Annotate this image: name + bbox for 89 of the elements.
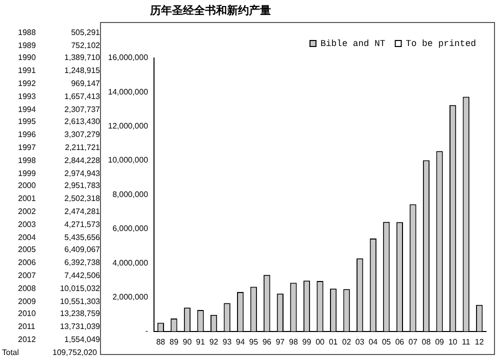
text: 1,554,049 — [64, 335, 100, 344]
text: 13,731,039 — [60, 322, 100, 332]
text: 2006 — [17, 258, 37, 268]
text: 2002 — [17, 207, 37, 216]
x-tick-label: 11 — [462, 337, 471, 346]
x-tick-label: 98 — [289, 337, 298, 346]
y-tick-label: 8,000,000 — [112, 190, 149, 199]
text: 969,147 — [71, 79, 100, 88]
text: 1988 — [17, 28, 37, 37]
text: 1,657,413 — [64, 92, 100, 101]
text: 10,015,032 — [60, 284, 100, 293]
x-tick-label: 94 — [236, 337, 246, 346]
text: 2,502,318 — [64, 194, 100, 204]
x-tick-label: 04 — [368, 337, 378, 346]
x-tick-label: 93 — [222, 337, 232, 346]
y-tick-label: 4,000,000 — [112, 258, 149, 268]
text: 4,271,573 — [64, 220, 100, 229]
x-tick-label: 10 — [448, 337, 458, 346]
text: 2012 — [17, 335, 37, 344]
text: 505,291 — [71, 28, 100, 37]
text: 1999 — [17, 168, 37, 178]
text: 2,211,721 — [65, 143, 100, 152]
text: 2003 — [17, 220, 37, 229]
text: 2,307,737 — [64, 104, 100, 114]
x-tick-label: 06 — [395, 337, 405, 346]
chart-title: 历年圣经全书和新约产量 — [150, 4, 271, 18]
text: Total — [1, 348, 20, 357]
text: 1995 — [17, 117, 37, 126]
text: 2005 — [17, 245, 37, 254]
x-tick-label: 95 — [249, 337, 259, 346]
x-tick-label: 07 — [408, 337, 418, 346]
x-tick-label: 00 — [316, 337, 326, 346]
x-tick-label: 90 — [182, 337, 192, 346]
text: 2,474,281 — [64, 207, 100, 216]
y-tick-label: 10,000,000 — [108, 156, 149, 165]
x-tick-label: 08 — [422, 337, 432, 346]
y-tick-label: 14,000,000 — [108, 87, 149, 96]
text: 1,389,710 — [64, 53, 100, 62]
text: 1,248,915 — [64, 66, 100, 76]
text: 2,974,943 — [64, 168, 100, 178]
text: 2004 — [17, 232, 37, 242]
text: 2008 — [17, 284, 37, 293]
x-tick-label: 91 — [196, 337, 206, 346]
text: 2011 — [17, 322, 36, 332]
text: 2,951,783 — [64, 181, 100, 190]
text: 2,613,430 — [64, 117, 100, 126]
y-tick-label: 6,000,000 — [112, 224, 149, 234]
legend-label: To be printed — [406, 38, 476, 49]
text: 109,752,020 — [52, 348, 97, 357]
x-tick-label: 89 — [170, 337, 179, 346]
x-tick-label: 97 — [276, 337, 286, 346]
text: 6,392,738 — [64, 258, 100, 268]
text: 1992 — [17, 79, 37, 88]
x-tick-label: 01 — [328, 337, 338, 346]
y-tick-label: 12,000,000 — [108, 122, 149, 131]
y-tick-label: 2,000,000 — [112, 292, 149, 302]
text: 13,238,759 — [60, 309, 100, 318]
text: 10,551,303 — [60, 296, 100, 306]
text: 5,435,656 — [64, 232, 100, 242]
text: 2000 — [17, 181, 37, 190]
x-tick-label: 88 — [156, 337, 166, 346]
x-tick-label: 96 — [262, 337, 272, 346]
x-tick-label: 09 — [435, 337, 445, 346]
x-tick-label: 02 — [342, 337, 352, 346]
text: 1991 — [17, 66, 37, 76]
x-tick-label: 05 — [382, 337, 392, 346]
legend-label: Bible and NT — [320, 38, 386, 49]
text: 1996 — [17, 130, 37, 140]
x-tick-label: 92 — [209, 337, 219, 346]
text: 1989 — [17, 40, 37, 50]
text: 1998 — [17, 156, 37, 165]
y-tick-label: - — [145, 326, 148, 336]
text: 7,442,506 — [64, 271, 100, 280]
x-tick-label: 12 — [474, 337, 484, 346]
text: 2,844,228 — [64, 156, 100, 165]
text: 1990 — [17, 53, 37, 62]
text: 2010 — [17, 309, 37, 318]
text: 1994 — [17, 104, 37, 114]
y-tick-label: 16,000,000 — [108, 53, 149, 62]
text: 1993 — [17, 92, 37, 101]
text: 2009 — [17, 296, 37, 306]
text: 1997 — [17, 143, 37, 152]
text: 6,409,067 — [64, 245, 100, 254]
text: 2007 — [17, 271, 37, 280]
x-tick-label: 03 — [355, 337, 365, 346]
text: 2001 — [17, 194, 37, 204]
text: 752,102 — [71, 40, 100, 50]
x-tick-label: 99 — [302, 337, 312, 346]
text: 3,307,279 — [64, 130, 100, 140]
